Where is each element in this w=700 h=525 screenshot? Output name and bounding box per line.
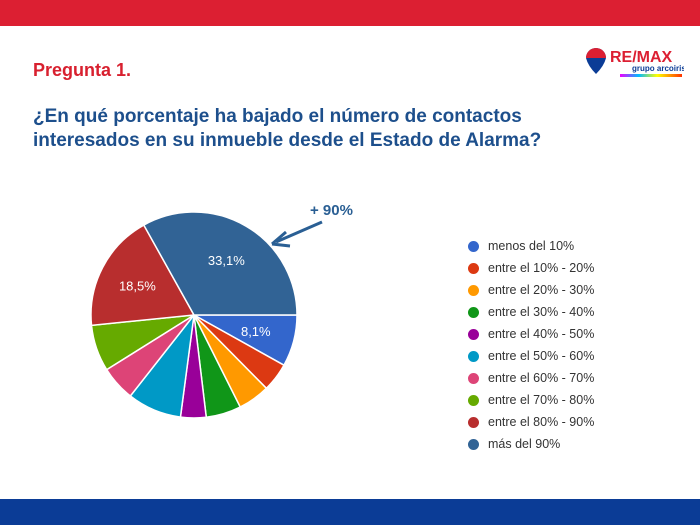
legend-label: entre el 50% - 60% [488,349,595,363]
legend-item: entre el 40% - 50% [468,323,594,345]
annotation-label: + 90% [310,202,353,219]
slice-data-label: 18,5% [119,278,156,293]
annotation-arrow [275,220,323,244]
legend-item: entre el 20% - 30% [468,279,594,301]
legend-label: entre el 60% - 70% [488,371,595,385]
bottom-bar [0,499,700,525]
page-title: ¿En qué porcentaje ha bajado el número d… [33,106,542,151]
legend-swatch [468,394,479,406]
annotation-arrowhead [271,230,291,248]
legend-label: entre el 40% - 50% [488,327,595,341]
legend-label: entre el 80% - 90% [488,415,595,429]
legend-label: entre el 20% - 30% [488,283,595,297]
svg-text:RE/MAX: RE/MAX [610,49,673,66]
legend-swatch [468,350,479,362]
legend-item: entre el 30% - 40% [468,301,594,323]
remax-logo: RE/MAX grupo arcoiris [586,48,684,77]
legend-swatch [468,306,479,318]
legend-swatch [468,438,479,450]
legend-label: más del 90% [488,437,561,451]
svg-text:grupo arcoiris: grupo arcoiris [632,64,684,73]
legend-swatch [468,416,479,428]
pie-slice [142,211,298,316]
slice-data-label: 8,1% [241,324,271,339]
legend-swatch [468,284,479,296]
top-bar [0,0,700,26]
question-label: Pregunta 1. [33,60,132,80]
legend-swatch [468,328,479,340]
legend-label: menos del 10% [488,239,575,253]
legend-item: entre el 50% - 60% [468,345,594,367]
legend-label: entre el 10% - 20% [488,261,595,275]
legend-swatch [468,372,479,384]
legend-item: entre el 60% - 70% [468,367,594,389]
slice-data-label: 33,1% [208,253,245,268]
legend: menos del 10% entre el 10% - 20% entre el … [468,235,594,455]
legend-item: entre el 80% - 90% [468,411,594,433]
legend-label: entre el 30% - 40% [488,305,595,319]
legend-swatch [468,240,479,252]
pie-slice [90,224,196,327]
legend-label: entre el 70% - 80% [488,393,595,407]
legend-item: entre el 10% - 20% [468,257,594,279]
legend-item: más del 90% [468,433,594,455]
legend-swatch [468,262,479,274]
legend-item: menos del 10% [468,235,594,257]
legend-item: entre el 70% - 80% [468,389,594,411]
